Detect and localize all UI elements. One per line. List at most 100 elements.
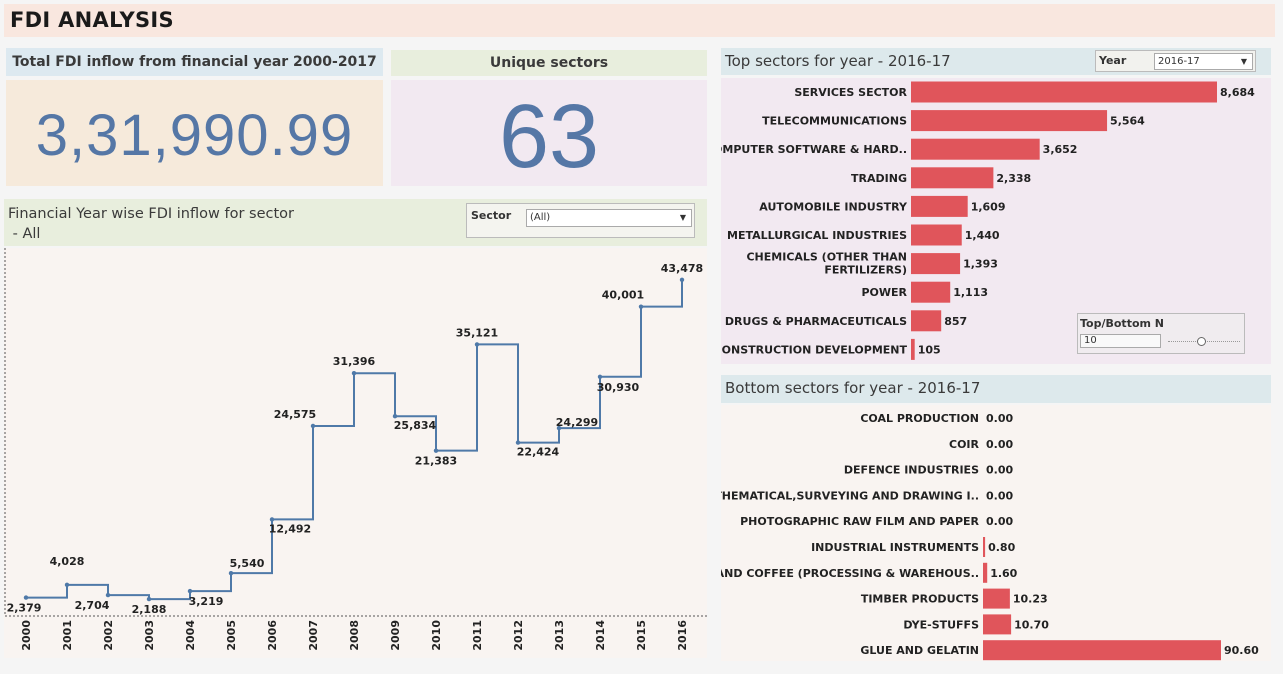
sector-select[interactable]: (All) ▼ [526, 209, 692, 227]
data-label: 4,028 [50, 555, 85, 568]
bar[interactable] [911, 338, 915, 360]
data-point[interactable] [105, 592, 111, 598]
bar[interactable] [911, 167, 994, 189]
bar-value-label: 10.23 [1013, 593, 1048, 606]
data-label: 25,834 [394, 419, 437, 432]
sector-select-value: (All) [530, 212, 551, 223]
sector-filter-label: Sector [471, 209, 512, 222]
bar-value-label: 2,338 [996, 172, 1031, 185]
bar[interactable] [983, 537, 986, 557]
bar-value-label: 0.00 [986, 438, 1013, 451]
category-label: COIR [949, 438, 980, 451]
data-point[interactable] [310, 423, 316, 429]
bar[interactable] [911, 110, 1108, 132]
category-label: CHEMICALS (OTHER THAN FERTILIZERS) [746, 251, 907, 277]
data-point[interactable] [187, 588, 193, 594]
line-chart-title-line1: Financial Year wise FDI inflow for secto… [8, 206, 294, 222]
kpi-sectors-label: Unique sectors [391, 50, 707, 76]
data-point[interactable] [556, 425, 562, 431]
topn-slider-handle[interactable] [1197, 337, 1206, 346]
data-label: 35,121 [456, 326, 498, 339]
x-tick-label: 2005 [225, 620, 238, 651]
bar-value-label: 1.60 [990, 567, 1017, 580]
top-sectors-chart: SERVICES SECTOR 8,684 TELECOMMUNICATIONS 5,… [705, 81, 1255, 360]
bar-value-label: 105 [918, 343, 941, 356]
bar[interactable] [983, 614, 1012, 635]
data-point[interactable] [474, 342, 480, 347]
data-label: 31,396 [333, 355, 376, 368]
data-point[interactable] [146, 596, 152, 602]
line-chart-title: Financial Year wise FDI inflow for secto… [8, 204, 294, 244]
data-label: 24,575 [274, 408, 316, 421]
category-label: AUTOMOBILE INDUSTRY [759, 200, 908, 213]
x-tick-label: 2014 [594, 620, 607, 651]
category-label: COMPUTER SOFTWARE & HARD.. [721, 143, 907, 156]
chevron-down-icon: ▼ [1240, 57, 1247, 66]
data-point[interactable] [23, 595, 29, 600]
topn-label: Top/Bottom N [1080, 317, 1165, 330]
bar[interactable] [911, 310, 942, 332]
category-label: TRADING [851, 172, 907, 185]
bar[interactable] [911, 81, 1217, 103]
data-point[interactable] [64, 582, 70, 588]
bar[interactable] [983, 562, 988, 583]
bar[interactable] [983, 588, 1010, 609]
kpi-total-label: Total FDI inflow from financial year 200… [6, 48, 383, 76]
data-point[interactable] [392, 414, 398, 419]
data-label: 2,704 [75, 599, 110, 612]
bar-value-label: 3,652 [1043, 143, 1078, 156]
data-label: 43,478 [661, 262, 703, 275]
bar-value-label: 1,609 [971, 200, 1006, 213]
bar-value-label: 5,564 [1110, 115, 1145, 128]
x-tick-label: 2008 [348, 620, 361, 651]
x-tick-label: 2010 [430, 620, 443, 651]
kpi-total-value: 3,31,990.99 [35, 103, 354, 168]
bottom-sectors-title: Bottom sectors for year - 2016-17 [725, 379, 981, 397]
category-label: TIMBER PRODUCTS [861, 593, 979, 606]
category-label: PHOTOGRAPHIC RAW FILM AND PAPER [740, 515, 979, 528]
data-label: 3,219 [189, 595, 224, 608]
topn-parameter: Top/Bottom N 10 [1077, 313, 1245, 354]
bar[interactable] [983, 640, 1221, 661]
data-label: 24,299 [556, 416, 598, 429]
data-label: 22,424 [517, 446, 560, 459]
bar-value-label: 1,113 [953, 286, 988, 299]
bar[interactable] [911, 138, 1040, 160]
bar-value-label: 8,684 [1220, 86, 1255, 99]
x-tick-label: 2016 [676, 620, 689, 651]
chevron-down-icon: ▼ [679, 213, 686, 222]
bar[interactable] [911, 253, 961, 275]
bar[interactable] [911, 224, 962, 246]
data-point[interactable] [679, 277, 685, 282]
category-label: CONSTRUCTION DEVELOPMENT [721, 343, 907, 356]
x-tick-label: 2009 [389, 620, 402, 651]
data-point[interactable] [515, 440, 521, 445]
dashboard-title: FDI ANALYSIS [10, 8, 174, 32]
bar[interactable] [911, 195, 968, 217]
data-point[interactable] [269, 517, 275, 522]
category-label: MATHEMATICAL,SURVEYING AND DRAWING I.. [721, 489, 979, 502]
year-filter: Year 2016-17 ▼ [1095, 50, 1256, 72]
x-tick-label: 2000 [20, 620, 33, 651]
data-point[interactable] [351, 371, 357, 376]
data-label: 2,188 [132, 603, 167, 616]
topn-input[interactable]: 10 [1080, 334, 1161, 348]
data-point[interactable] [597, 374, 603, 380]
bar-value-label: 0.00 [986, 412, 1013, 425]
year-select[interactable]: 2016-17 ▼ [1154, 53, 1253, 70]
bottom-sectors-header: Bottom sectors for year - 2016-17 [721, 375, 1271, 403]
data-point[interactable] [228, 570, 234, 576]
category-label: INDUSTRIAL INSTRUMENTS [811, 541, 979, 554]
category-label: TELECOMMUNICATIONS [762, 115, 907, 128]
bar-value-label: 857 [944, 315, 967, 328]
data-label: 2,379 [7, 602, 42, 615]
data-point[interactable] [433, 448, 439, 453]
bar-value-label: 90.60 [1224, 644, 1259, 657]
x-tick-label: 2003 [143, 620, 156, 651]
series-line [26, 279, 683, 601]
data-point[interactable] [638, 304, 644, 309]
bar[interactable] [911, 281, 951, 303]
x-tick-label: 2012 [512, 620, 525, 651]
data-label: 12,492 [269, 522, 311, 535]
